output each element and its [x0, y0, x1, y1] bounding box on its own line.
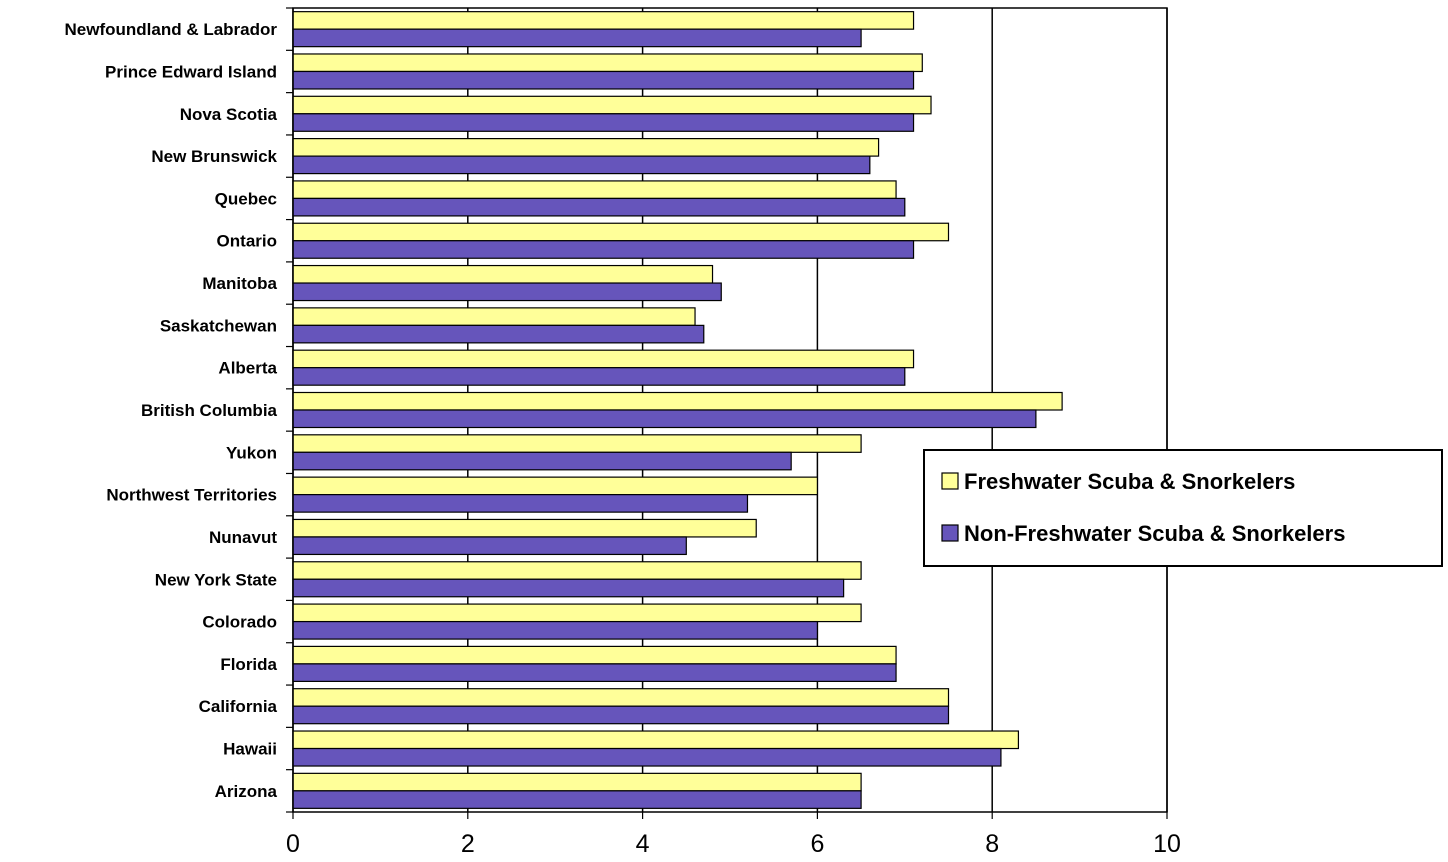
bar-freshwater [292, 307, 696, 326]
bars [292, 11, 1063, 809]
x-tick-label: 8 [985, 830, 999, 858]
bar-non-freshwater [292, 620, 819, 640]
bar-freshwater [292, 11, 915, 30]
x-tick-label: 2 [461, 830, 475, 858]
bar-non-freshwater [292, 70, 915, 90]
category-label: Hawaii [223, 740, 277, 759]
category-label: Manitoba [202, 274, 277, 293]
bar-freshwater [292, 95, 932, 115]
category-label: California [199, 697, 278, 716]
bar-non-freshwater [292, 113, 915, 132]
category-label: Nova Scotia [180, 105, 278, 124]
bar-freshwater [292, 688, 950, 707]
bar-non-freshwater [292, 705, 950, 725]
category-label: New Brunswick [151, 147, 277, 166]
category-label: Nunavut [209, 528, 277, 547]
bar-freshwater [292, 476, 819, 496]
bar-freshwater [292, 730, 1020, 750]
category-label: Alberta [218, 359, 277, 378]
bar-freshwater [292, 603, 862, 623]
legend-label: Freshwater Scuba & Snorkelers [964, 469, 1295, 494]
bar-non-freshwater [292, 663, 897, 682]
category-label: Florida [220, 655, 277, 674]
bar-non-freshwater [292, 155, 871, 175]
category-label: Yukon [226, 443, 277, 462]
category-label: New York State [155, 570, 277, 589]
x-tick-label: 0 [286, 830, 300, 858]
bar-freshwater [292, 180, 897, 200]
category-label: Saskatchewan [160, 316, 277, 335]
bar-freshwater [292, 561, 862, 580]
bar-freshwater [292, 434, 862, 453]
legend-swatch [941, 472, 959, 490]
bar-freshwater [292, 645, 897, 665]
bar-non-freshwater [292, 240, 915, 259]
bar-freshwater [292, 53, 923, 73]
bar-freshwater [292, 264, 714, 284]
axes [286, 7, 1168, 819]
bar-non-freshwater [292, 790, 862, 809]
bar-non-freshwater [292, 197, 906, 217]
x-tick-labels: 0 2 4 6 8 10 [286, 830, 1181, 858]
category-label: Ontario [217, 232, 277, 251]
bar-freshwater [292, 349, 915, 369]
legend-swatch [941, 524, 959, 542]
legend-box [923, 449, 1443, 567]
category-label: British Columbia [141, 401, 278, 420]
category-label: Arizona [215, 782, 278, 801]
bar-non-freshwater [292, 494, 749, 513]
bar-non-freshwater [292, 451, 792, 471]
bar-non-freshwater [292, 578, 845, 598]
bar-non-freshwater [292, 367, 906, 386]
category-label: Northwest Territories [106, 486, 277, 505]
x-tick-label: 4 [636, 830, 650, 858]
plot-area-border [292, 7, 1168, 813]
category-labels: Newfoundland & Labrador Prince Edward Isl… [65, 20, 278, 801]
legend: Freshwater Scuba & Snorkelers Non-Freshwa… [923, 449, 1443, 567]
category-label: Prince Edward Island [105, 62, 277, 81]
category-label: Colorado [202, 613, 277, 632]
bar-freshwater [292, 391, 1063, 411]
bar-freshwater [292, 772, 862, 792]
x-tick-label: 10 [1153, 830, 1181, 858]
bar-freshwater [292, 222, 950, 242]
category-label: Newfoundland & Labrador [65, 20, 278, 39]
bar-freshwater [292, 518, 757, 538]
bar-non-freshwater [292, 282, 722, 302]
legend-label: Non-Freshwater Scuba & Snorkelers [964, 521, 1345, 546]
bar-non-freshwater [292, 409, 1037, 429]
bar-non-freshwater [292, 747, 1002, 767]
bar-non-freshwater [292, 324, 705, 344]
x-tick-label: 6 [810, 830, 824, 858]
bar-freshwater [292, 138, 880, 157]
category-label: Quebec [215, 189, 277, 208]
bar-non-freshwater [292, 28, 862, 48]
bar-non-freshwater [292, 536, 687, 556]
